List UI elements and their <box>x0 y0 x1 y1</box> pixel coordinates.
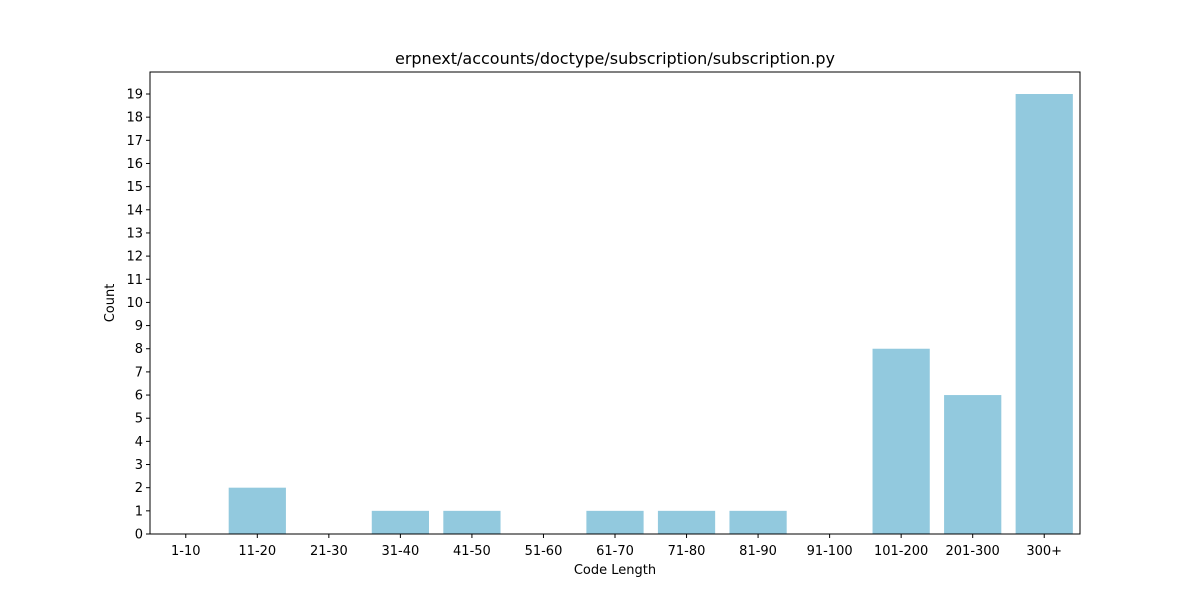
bar-81-90 <box>729 510 787 534</box>
bar-71-80 <box>657 510 716 534</box>
bar-31-40 <box>371 510 429 534</box>
y-tick-label: 0 <box>135 528 143 543</box>
x-tick-label: 101-200 <box>874 544 928 559</box>
chart-title: erpnext/accounts/doctype/subscription/su… <box>395 49 835 68</box>
y-tick-label: 17 <box>126 134 143 149</box>
y-tick-label: 9 <box>135 319 143 334</box>
y-tick-label: 2 <box>135 481 143 496</box>
x-tick-label: 201-300 <box>946 544 1000 559</box>
y-axis-label: Count <box>103 284 118 323</box>
y-tick-label: 10 <box>126 296 143 311</box>
y-tick-label: 13 <box>126 226 143 241</box>
y-tick-label: 1 <box>135 504 143 519</box>
x-tick-label: 11-20 <box>238 544 276 559</box>
x-tick-label: 71-80 <box>668 544 706 559</box>
y-tick-label: 3 <box>135 458 143 473</box>
bar-101-200 <box>872 348 930 534</box>
x-tick-label: 21-30 <box>310 544 348 559</box>
x-tick-label: 300+ <box>1026 544 1062 559</box>
x-tick-label: 41-50 <box>453 544 491 559</box>
x-tick-label: 81-90 <box>739 544 777 559</box>
x-tick-label: 61-70 <box>596 544 634 559</box>
x-tick-label: 31-40 <box>381 544 419 559</box>
bar-11-20 <box>228 487 286 534</box>
y-tick-label: 19 <box>126 88 143 103</box>
bar-41-50 <box>443 510 501 534</box>
y-tick-label: 4 <box>135 435 143 450</box>
x-tick-label: 91-100 <box>807 544 853 559</box>
x-tick-label: 1-10 <box>171 544 201 559</box>
bars <box>228 94 1073 534</box>
y-tick-label: 14 <box>126 203 143 218</box>
y-tick-label: 5 <box>135 412 143 427</box>
y-tick-label: 8 <box>135 342 143 357</box>
y-tick-label: 11 <box>126 273 143 288</box>
x-axis-label: Code Length <box>574 563 656 578</box>
y-tick-label: 15 <box>126 180 143 195</box>
y-tick-label: 18 <box>126 111 143 126</box>
y-tick-label: 16 <box>126 157 143 172</box>
bar-61-70 <box>586 510 644 534</box>
y-tick-label: 12 <box>126 250 143 265</box>
x-tick-label: 51-60 <box>525 544 563 559</box>
y-tick-label: 6 <box>135 389 143 404</box>
plot-frame <box>149 71 1081 535</box>
bar-300+ <box>1015 94 1073 534</box>
bar-201-300 <box>944 395 1002 534</box>
x-axis: 1-10 11-20 21-30 31-40 41-50 51-60 61-70 71-80 8… <box>171 534 1062 559</box>
y-tick-label: 7 <box>135 365 143 380</box>
